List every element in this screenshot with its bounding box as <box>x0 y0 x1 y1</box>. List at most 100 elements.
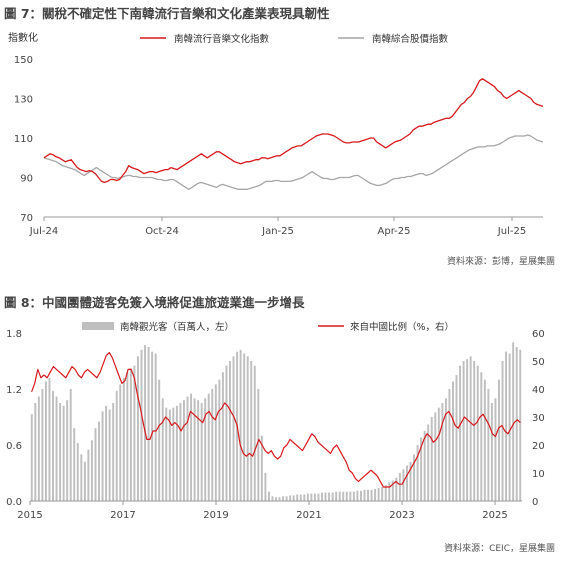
figure8-right-y-tick-6: 60 <box>532 329 545 340</box>
figure8-bar <box>151 351 154 501</box>
figure8-bar <box>225 365 228 501</box>
figure8-bar <box>416 445 419 501</box>
figure8-bar <box>140 349 143 501</box>
figure8-left-y-tick-1: 0.6 <box>6 441 22 452</box>
figure8-bar <box>147 347 150 501</box>
figure8-x-tick-0: 2015 <box>17 510 42 521</box>
figure8-x-tick-1: 2017 <box>110 510 135 521</box>
figure8-bar <box>505 351 508 501</box>
figure8-bar <box>62 405 65 501</box>
figure7-y-tick-4: 150 <box>14 55 33 66</box>
figure8-bar <box>296 494 299 501</box>
figure8-bar <box>69 389 72 501</box>
figure8-bar <box>335 491 338 501</box>
figure8-bar <box>122 377 125 501</box>
figure8-bar <box>158 379 161 501</box>
figure8-bar <box>126 372 129 501</box>
figure8-bar <box>246 356 249 501</box>
figure8-bar <box>94 428 97 501</box>
figure8-bar <box>129 368 132 501</box>
figure8-legend-label-bars: 南韓觀光客（百萬人，左） <box>120 321 234 333</box>
figure8-bar <box>384 485 387 501</box>
figure8-bar <box>328 492 331 501</box>
figure8-bar <box>207 393 210 501</box>
figure8-bar <box>437 407 440 501</box>
figure8-bar <box>172 407 175 501</box>
figure8-right-y-tick-0: 0 <box>532 497 538 508</box>
figure8-bar <box>87 449 90 501</box>
figure7-x-tick-0: Jul-24 <box>29 226 58 237</box>
figure8-bar <box>391 480 394 501</box>
figure8-bar <box>285 496 288 501</box>
figure8-bar <box>267 491 270 501</box>
figure8-bar <box>83 461 86 501</box>
figure7-y-tick-0: 70 <box>20 213 33 224</box>
figure8-bar <box>483 379 486 501</box>
figure8-bar <box>356 490 359 501</box>
figure8-bar <box>232 356 235 501</box>
figure7-series-line-1 <box>43 134 544 190</box>
figure8-left-y-tick-2: 1.2 <box>6 385 22 396</box>
figure8-bar <box>388 482 391 501</box>
figure8-bar <box>179 403 182 501</box>
figure7-chart: 指數化 南韓流行音樂文化指數 南韓綜合股價指數 70 90 110 130 150 Jul-24… <box>8 31 544 237</box>
figure8-bar <box>370 489 373 501</box>
figure8-bar <box>342 491 345 501</box>
figure8-bar <box>352 491 355 501</box>
figure8-bar <box>275 497 277 501</box>
figure8-bar <box>452 381 454 501</box>
figure8-bar <box>313 493 316 501</box>
figure8-bar <box>444 398 447 501</box>
figure7-y-tick-3: 130 <box>14 95 33 106</box>
figure8-series-line <box>31 351 521 488</box>
figure8-bar <box>289 495 292 501</box>
figure8-bar <box>229 361 231 501</box>
figure8-legend-label-line: 來自中國比例（%，右） <box>350 321 454 333</box>
figure8-bar <box>459 365 462 501</box>
figure8-bar <box>37 396 40 501</box>
figure8-bar <box>299 494 302 501</box>
figure8-bar <box>306 493 309 501</box>
figure8-bar <box>264 473 267 501</box>
figure8-bar <box>260 435 263 501</box>
figure8-bar <box>183 400 185 501</box>
figure8-bar <box>498 379 500 501</box>
figure8-left-y-tick-0: 0.0 <box>6 497 22 508</box>
figure8-bar <box>317 493 320 501</box>
figure8-bar <box>292 495 295 501</box>
figure8-bar <box>115 390 118 501</box>
figure8-bar <box>190 393 193 501</box>
figure8-title: 圖 8：中國團體遊客免簽入境將促進旅遊業進一步增長 <box>4 295 305 310</box>
figure8-bar <box>338 491 341 501</box>
figure8-bar <box>154 353 157 501</box>
figure8-bar <box>214 384 217 501</box>
figure8-bar <box>90 440 93 501</box>
figure8-bar <box>398 473 401 501</box>
figure8-bar <box>405 465 408 501</box>
figure8-source: 資料來源：CEIC，星展集團 <box>444 544 555 554</box>
figure8-bar <box>239 349 242 501</box>
figure8-bar <box>476 365 479 501</box>
figure8-x-tick-5: 2025 <box>482 510 507 521</box>
figure8-bar <box>466 359 469 501</box>
figure8-bar <box>80 454 83 501</box>
figure8-bar <box>253 365 256 501</box>
figure8-x-tick-2: 2019 <box>203 510 228 521</box>
figure7-legend-label-0: 南韓流行音樂文化指數 <box>174 33 270 45</box>
figure8-right-y-tick-4: 40 <box>532 385 545 396</box>
figure8-bar <box>41 389 44 501</box>
figure8-bar <box>211 389 214 501</box>
figure8-right-y-tick-1: 10 <box>532 469 545 480</box>
figure8-bar <box>44 381 47 501</box>
figure8-bar <box>303 494 306 501</box>
figure8-bar <box>34 403 37 501</box>
figure8-bar <box>200 403 203 501</box>
figure8-bar <box>133 365 136 501</box>
figure8-bar <box>204 398 207 501</box>
figure8-bar <box>512 342 515 501</box>
figure8-bar <box>310 493 313 501</box>
figure8-bar <box>112 403 115 501</box>
figure8-bar <box>73 428 76 501</box>
figure8-bar <box>508 353 511 501</box>
figure8-bar <box>76 443 79 501</box>
